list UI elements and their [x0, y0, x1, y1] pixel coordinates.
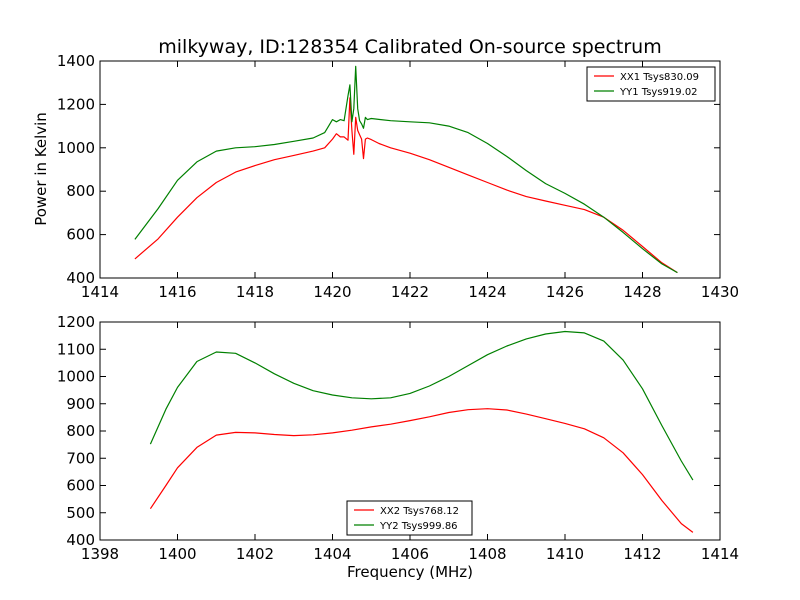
- bottom-x-tick-label: 1406: [391, 545, 429, 563]
- chart-title: milkyway, ID:128354 Calibrated On-source…: [158, 36, 661, 58]
- bottom-y-tick-label: 600: [66, 477, 95, 495]
- bottom-y-tick-label: 500: [66, 504, 95, 522]
- top-y-tick-label: 400: [66, 269, 95, 287]
- top-y-tick-label: 600: [66, 226, 95, 244]
- top-y-tick-label: 1200: [57, 95, 95, 113]
- bottom-x-tick-label: 1414: [701, 545, 739, 563]
- top-series-line-2: [134, 65, 678, 274]
- top-x-tick-label: 1416: [158, 283, 196, 301]
- bottom-x-tick-label: 1398: [81, 545, 119, 563]
- top-x-tick-label: 1422: [391, 283, 429, 301]
- top-y-tick-label: 800: [66, 182, 95, 200]
- bottom-y-tick-label: 1000: [57, 368, 95, 386]
- top-legend-label-2: YY1 Tsys919.02: [619, 87, 698, 98]
- top-y-axis-label: Power in Kelvin: [32, 112, 50, 226]
- bottom-x-axis-label: Frequency (MHz): [347, 563, 473, 581]
- top-series-line-1: [134, 97, 678, 274]
- bottom-x-tick-label: 1412: [623, 545, 661, 563]
- top-y-tick-label: 1000: [57, 139, 95, 157]
- bottom-x-tick-label: 1410: [546, 545, 584, 563]
- bottom-x-tick-label: 1408: [468, 545, 506, 563]
- bottom-legend-label-2: YY2 Tsys999.86: [379, 521, 458, 532]
- top-x-tick-label: 1424: [468, 283, 506, 301]
- top-y-tick-label: 1400: [57, 52, 95, 70]
- bottom-y-tick-label: 400: [66, 531, 95, 549]
- bottom-y-tick-label: 1200: [57, 313, 95, 331]
- bottom-legend-box: [346, 500, 473, 536]
- top-x-tick-label: 1428: [623, 283, 661, 301]
- top-legend-label-1: XX1 Tsys830.09: [620, 72, 699, 83]
- top-x-tick-label: 1418: [236, 283, 274, 301]
- top-x-tick-label: 1430: [701, 283, 739, 301]
- bottom-y-tick-label: 800: [66, 422, 95, 440]
- bottom-y-tick-label: 700: [66, 449, 95, 467]
- bottom-x-tick-label: 1402: [236, 545, 274, 563]
- top-legend-box: [586, 66, 716, 102]
- bottom-series-line-1: [149, 408, 694, 533]
- bottom-x-tick-label: 1404: [313, 545, 351, 563]
- bottom-y-tick-label: 1100: [57, 340, 95, 358]
- bottom-series-line-2: [149, 330, 694, 481]
- top-x-tick-label: 1426: [546, 283, 584, 301]
- bottom-legend-label-1: XX2 Tsys768.12: [380, 506, 459, 517]
- top-x-tick-label: 1414: [81, 283, 119, 301]
- top-x-tick-label: 1420: [313, 283, 351, 301]
- bottom-x-tick-label: 1400: [158, 545, 196, 563]
- bottom-y-tick-label: 900: [66, 395, 95, 413]
